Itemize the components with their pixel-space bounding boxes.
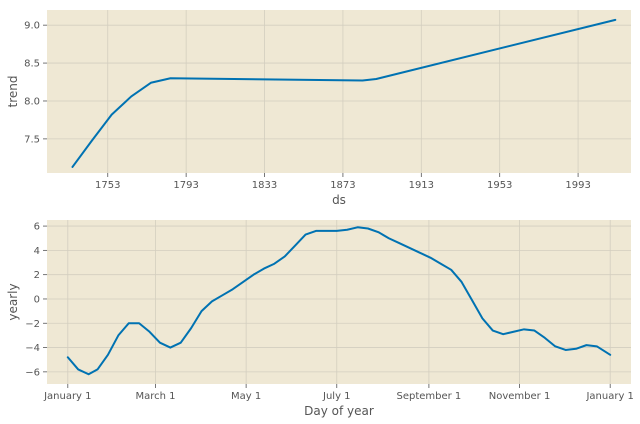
trend-xtick-label: 1873 (330, 180, 355, 191)
trend-x-axis-label: ds (332, 193, 346, 207)
yearly-xtick-label: May 1 (231, 391, 261, 402)
trend-xtick-label: 1953 (487, 180, 512, 191)
yearly-y-axis-label: yearly (6, 283, 20, 320)
yearly-ytick-label: 0 (34, 294, 40, 305)
trend-xtick-label: 1753 (95, 180, 120, 191)
yearly-ytick-label: −6 (25, 367, 40, 378)
trend-ytick-label: 8.0 (24, 96, 40, 107)
trend-y-axis-label: trend (6, 76, 20, 108)
yearly-plot-area (47, 220, 631, 384)
yearly-ytick-label: −4 (25, 343, 40, 354)
trend-ytick-label: 7.5 (24, 134, 40, 145)
trend-xtick-label: 1913 (409, 180, 434, 191)
trend-xtick-label: 1993 (565, 180, 590, 191)
trend-series-line (71, 18, 617, 168)
trend-ytick-label: 9.0 (24, 21, 40, 32)
yearly-xtick-label: January 1 (585, 391, 633, 402)
trend-ytick-label: 8.5 (24, 59, 40, 70)
yearly-ytick-label: 6 (34, 222, 40, 233)
yearly-ytick-label: 2 (34, 270, 40, 281)
yearly-x-axis-label: Day of year (304, 404, 374, 418)
trend-xtick-label: 1793 (173, 180, 198, 191)
yearly-xtick-label: September 1 (396, 391, 461, 402)
trend-panel: 1753 1793 1833 1873 1913 1953 1993 7.5 8.0 8.5 9.0… (6, 10, 631, 207)
yearly-xtick-label: January 1 (43, 391, 91, 402)
yearly-ytick-label: −2 (25, 319, 40, 330)
yearly-xtick-label: November 1 (489, 391, 551, 402)
yearly-xtick-label: March 1 (135, 391, 175, 402)
yearly-ytick-label: 4 (34, 246, 40, 257)
yearly-xtick-label: July 1 (322, 391, 351, 402)
trend-xtick-label: 1833 (252, 180, 277, 191)
yearly-panel: January 1 March 1 May 1 July 1 September 1 No… (6, 220, 634, 418)
trend-plot-area (47, 10, 631, 173)
yearly-series-line (66, 226, 612, 376)
